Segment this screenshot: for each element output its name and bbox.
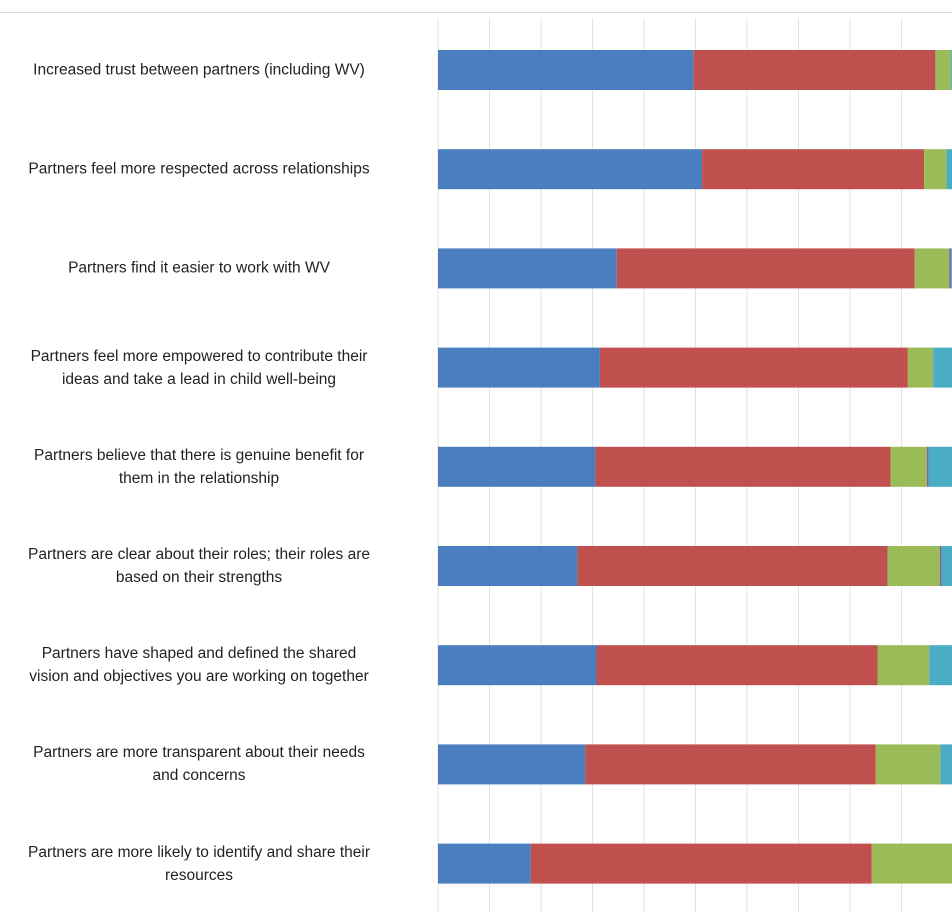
bar-segment-series-3-row-1	[935, 50, 952, 90]
bar-segment-series-3-row-6	[887, 546, 940, 586]
category-label: Partners have shaped and defined the sha…	[0, 642, 414, 688]
bar-segment-series-3-row-5	[890, 446, 927, 487]
category-label-line: vision and objectives you are working on…	[29, 668, 369, 686]
bar-segment-series-5-row-5	[928, 446, 952, 487]
category-label: Partners are more transparent about thei…	[0, 741, 414, 787]
category-label: Partners feel more respected across rela…	[0, 158, 414, 181]
category-label-line: Partners have shaped and defined the sha…	[41, 645, 357, 663]
bar-segment-series-2-row-3	[616, 248, 915, 289]
bar-segment-series-3-row-2	[924, 149, 947, 190]
category-label: Partners are more likely to identify and…	[0, 841, 414, 887]
category-label-line: Partners feel more empowered to contribu…	[30, 347, 368, 365]
bar-segment-series-1-row-5	[438, 446, 596, 487]
bar-segment-series-4-row-3	[949, 248, 952, 289]
bar-segment-series-3-row-9	[871, 843, 952, 884]
category-label-line: Partners are more transparent about thei…	[33, 744, 365, 762]
category-label-line: ideas and take a lead in child well-bein…	[61, 370, 336, 388]
bar-segment-series-2-row-5	[595, 446, 891, 487]
bar-segment-series-1-row-3	[438, 248, 617, 289]
category-label-line: resources	[164, 866, 234, 884]
category-label: Partners find it easier to work with WV	[0, 257, 414, 280]
bar-segment-series-1-row-2	[438, 149, 703, 190]
bar-segment-series-2-row-7	[596, 645, 878, 686]
category-label: Partners feel more empowered to contribu…	[0, 345, 414, 391]
bar-segment-series-2-row-8	[585, 744, 876, 785]
category-label-line: based on their strengths	[115, 569, 283, 586]
bar-segment-series-5-row-6	[941, 546, 952, 586]
category-label: Increased trust between partners (includ…	[0, 59, 414, 82]
bar-segment-series-1-row-1	[438, 50, 694, 90]
category-label-line: Partners feel more respected across rela…	[28, 160, 370, 178]
bar-segment-series-3-row-8	[875, 744, 941, 785]
bar-segment-series-4-row-6	[939, 546, 942, 586]
top-rule	[0, 12, 952, 13]
bar-segment-series-1-row-9	[438, 843, 531, 884]
category-label-line: Partners are clear about their roles; th…	[27, 546, 371, 563]
bar-segment-series-2-row-9	[530, 843, 872, 884]
category-label-line: them in the relationship	[118, 469, 280, 487]
category-label-line: Partners are more likely to identify and…	[27, 843, 371, 861]
bar-segment-series-1-row-4	[438, 347, 600, 388]
bar-segment-series-4-row-5	[926, 446, 929, 487]
bar-segment-series-3-row-4	[907, 347, 934, 388]
bar-segment-series-1-row-6	[438, 546, 578, 586]
category-label-line: and concerns	[152, 767, 246, 785]
bar-segment-series-5-row-8	[940, 744, 952, 785]
category-label-line: Partners find it easier to work with WV	[68, 259, 330, 277]
bar-segment-series-2-row-1	[693, 50, 936, 90]
category-label: Partners believe that there is genuine b…	[0, 444, 414, 490]
bar-segment-series-1-row-8	[438, 744, 586, 785]
bar-segment-series-5-row-2	[946, 149, 952, 190]
bar-segment-series-5-row-4	[933, 347, 952, 388]
category-label-line: Partners believe that there is genuine b…	[33, 446, 364, 464]
bar-segment-series-1-row-7	[438, 645, 597, 686]
category-label: Partners are clear about their roles; th…	[0, 543, 414, 589]
bar-segment-series-2-row-4	[599, 347, 908, 388]
category-label-line: Increased trust between partners (includ…	[33, 61, 365, 79]
bar-segment-series-3-row-7	[877, 645, 930, 686]
bar-segment-series-2-row-6	[577, 546, 888, 586]
bar-segment-series-3-row-3	[914, 248, 950, 289]
bar-segment-series-5-row-7	[929, 645, 952, 686]
bar-segment-series-2-row-2	[702, 149, 925, 190]
